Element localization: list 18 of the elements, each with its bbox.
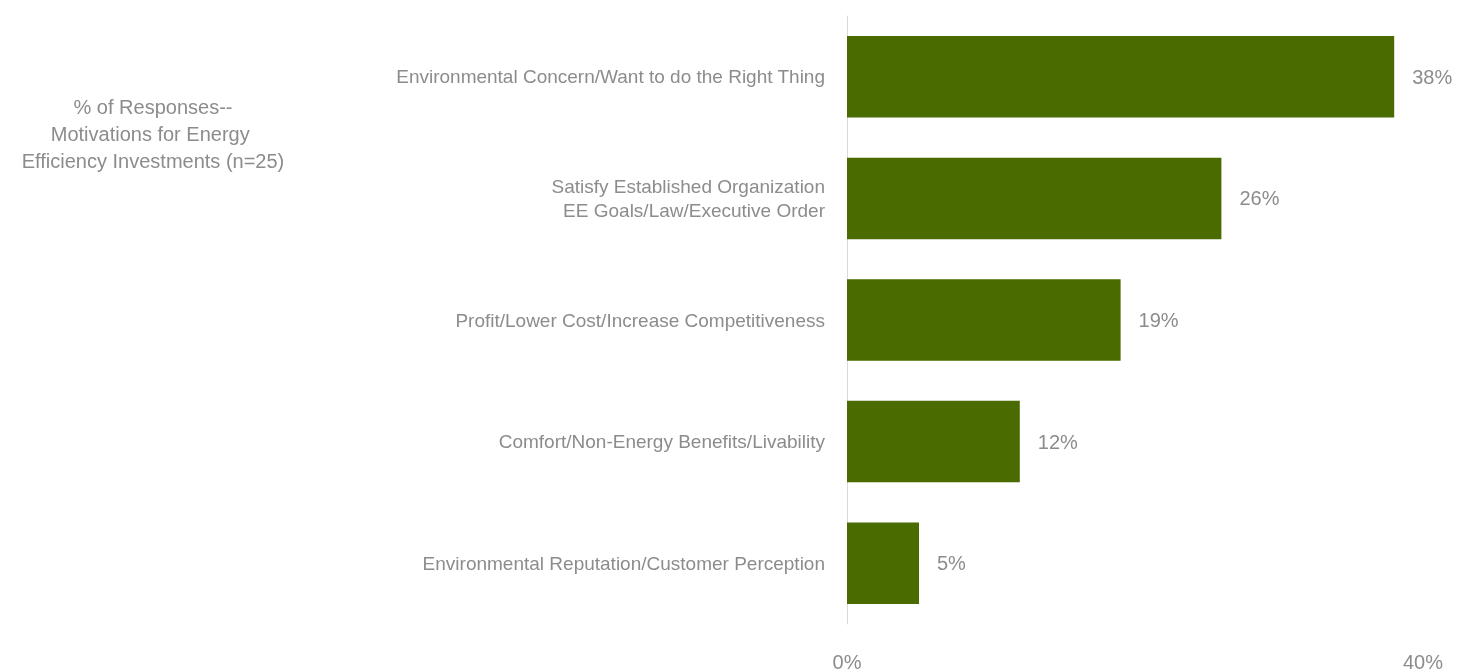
- bar: [847, 157, 1222, 240]
- y-tick-label: Environmental Concern/Want to do the Right Thing: [396, 66, 825, 88]
- bar: [847, 36, 1395, 118]
- data-label: 19%: [1138, 309, 1179, 331]
- bar: [847, 279, 1121, 361]
- data-label: 26%: [1239, 187, 1280, 210]
- text: % of Responses--Motivations for Energy Efficiency Investments (n=25): [21, 95, 285, 172]
- y-tick-label: Comfort/Non-Energy Benefits/Livability: [498, 431, 826, 453]
- data-label: 5%: [937, 552, 967, 575]
- y-tick-label: Satisfy Established Organization EE Goals/Law/Executive Order: [551, 175, 826, 221]
- y-tick-label: Environmental Reputation/Customer Perception: [422, 552, 825, 574]
- x-tick-label: 0%: [832, 651, 862, 672]
- bar: [847, 522, 919, 604]
- bar: [847, 400, 1020, 483]
- data-label: 12%: [1037, 430, 1079, 453]
- data-label: 38%: [1412, 65, 1453, 88]
- x-tick-label: 40%: [1402, 651, 1444, 672]
- y-tick-label: Profit/Lower Cost/Increase Competitiveness: [455, 309, 825, 331]
